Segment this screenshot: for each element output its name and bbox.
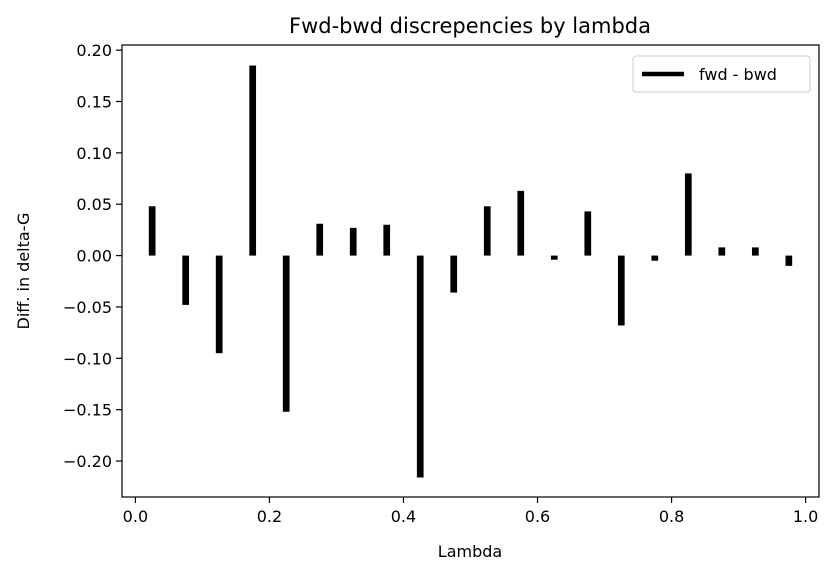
bar bbox=[684, 173, 692, 256]
bar bbox=[617, 255, 625, 326]
bar bbox=[584, 211, 592, 256]
y-tick-label: −0.15 bbox=[63, 401, 112, 420]
bar bbox=[751, 247, 759, 256]
bar bbox=[651, 255, 659, 261]
y-axis-label: Diff. in delta-G bbox=[14, 213, 33, 330]
bar bbox=[282, 255, 290, 412]
bar bbox=[450, 255, 458, 293]
bars-group bbox=[148, 65, 793, 478]
y-tick-label: 0.15 bbox=[76, 93, 112, 112]
chart-title: Fwd-bwd discrepencies by lambda bbox=[289, 14, 651, 38]
x-tick-label: 0.0 bbox=[123, 507, 148, 526]
x-axis-ticks: 0.0 0.2 0.4 0.6 0.8 1.0 bbox=[123, 497, 818, 526]
bar bbox=[249, 65, 257, 256]
bar bbox=[349, 227, 357, 256]
legend-label: fwd - bwd bbox=[699, 65, 777, 84]
x-tick-label: 0.2 bbox=[257, 507, 282, 526]
legend: fwd - bwd bbox=[632, 55, 811, 93]
bar bbox=[416, 255, 424, 478]
bar bbox=[215, 255, 223, 354]
bar bbox=[483, 206, 491, 256]
x-tick-label: 1.0 bbox=[793, 507, 818, 526]
y-tick-label: −0.05 bbox=[63, 298, 112, 317]
y-tick-label: 0.10 bbox=[76, 144, 112, 163]
y-tick-label: 0.05 bbox=[76, 195, 112, 214]
y-tick-label: −0.10 bbox=[63, 349, 112, 368]
x-tick-label: 0.6 bbox=[525, 507, 550, 526]
bar bbox=[718, 247, 726, 256]
plot-area bbox=[122, 45, 819, 497]
bar bbox=[182, 255, 190, 305]
bar bbox=[316, 223, 324, 256]
bar bbox=[517, 190, 525, 256]
bar bbox=[550, 255, 558, 260]
y-tick-label: 0.20 bbox=[76, 41, 112, 60]
y-tick-label: 0.00 bbox=[76, 247, 112, 266]
legend-box bbox=[632, 55, 811, 93]
x-tick-label: 0.8 bbox=[659, 507, 684, 526]
bar bbox=[785, 255, 793, 266]
y-tick-label: −0.20 bbox=[63, 452, 112, 471]
x-axis-label: Lambda bbox=[438, 542, 502, 561]
y-axis-ticks: 0.20 0.15 0.10 0.05 0.00 −0.05 −0.10 −0.15 −0.20 bbox=[63, 41, 122, 471]
plot-frame bbox=[121, 44, 820, 498]
x-tick-label: 0.4 bbox=[391, 507, 416, 526]
bar bbox=[148, 206, 156, 256]
bar bbox=[383, 224, 391, 256]
